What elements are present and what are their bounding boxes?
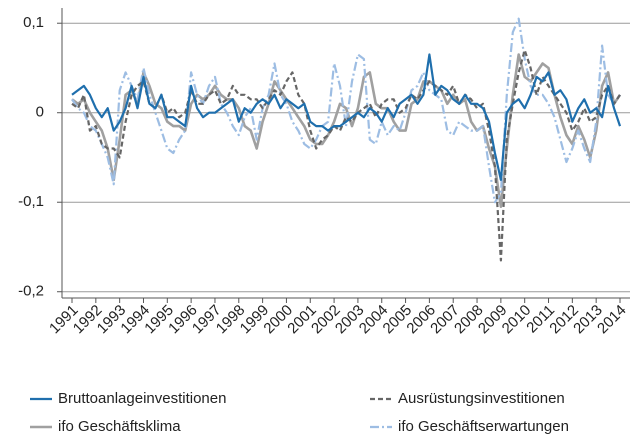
y-tick-label: -0,1: [18, 193, 44, 210]
y-tick-label: 0: [36, 104, 44, 121]
y-tick-label: -0,2: [18, 283, 44, 300]
legend-label: Ausrüstungsinvestitionen: [398, 390, 565, 407]
x-tick-label: 2014: [594, 302, 630, 338]
y-tick-label: 0,1: [23, 14, 44, 31]
series-line: [71, 49, 621, 262]
series-line: [71, 53, 622, 208]
series-line: [71, 53, 622, 181]
series-line: [71, 17, 621, 204]
legend-label: Bruttoanlageinvestitionen: [58, 390, 226, 407]
legend-label: ifo Geschäftsklima: [58, 418, 181, 435]
legend-label: ifo Geschäftserwartungen: [398, 418, 569, 435]
